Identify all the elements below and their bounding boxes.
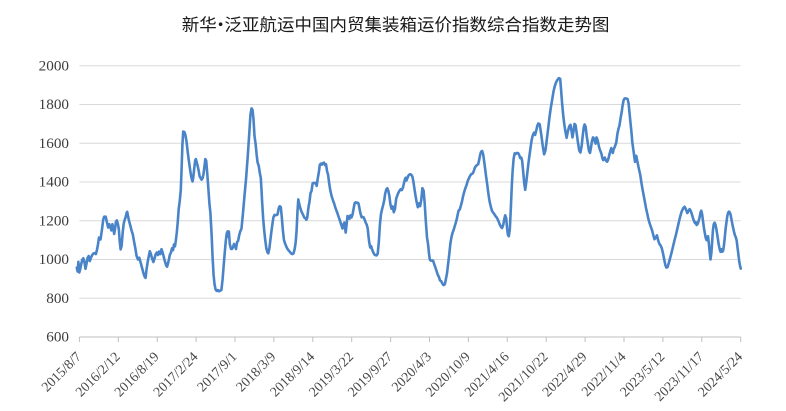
svg-text:1000: 1000 (39, 251, 70, 268)
svg-text:1200: 1200 (39, 212, 70, 229)
svg-text:600: 600 (46, 329, 69, 346)
svg-text:2000: 2000 (39, 58, 70, 75)
svg-text:1600: 1600 (39, 135, 70, 152)
svg-text:1400: 1400 (39, 174, 70, 191)
svg-text:1800: 1800 (39, 96, 70, 113)
svg-text:800: 800 (46, 290, 69, 307)
